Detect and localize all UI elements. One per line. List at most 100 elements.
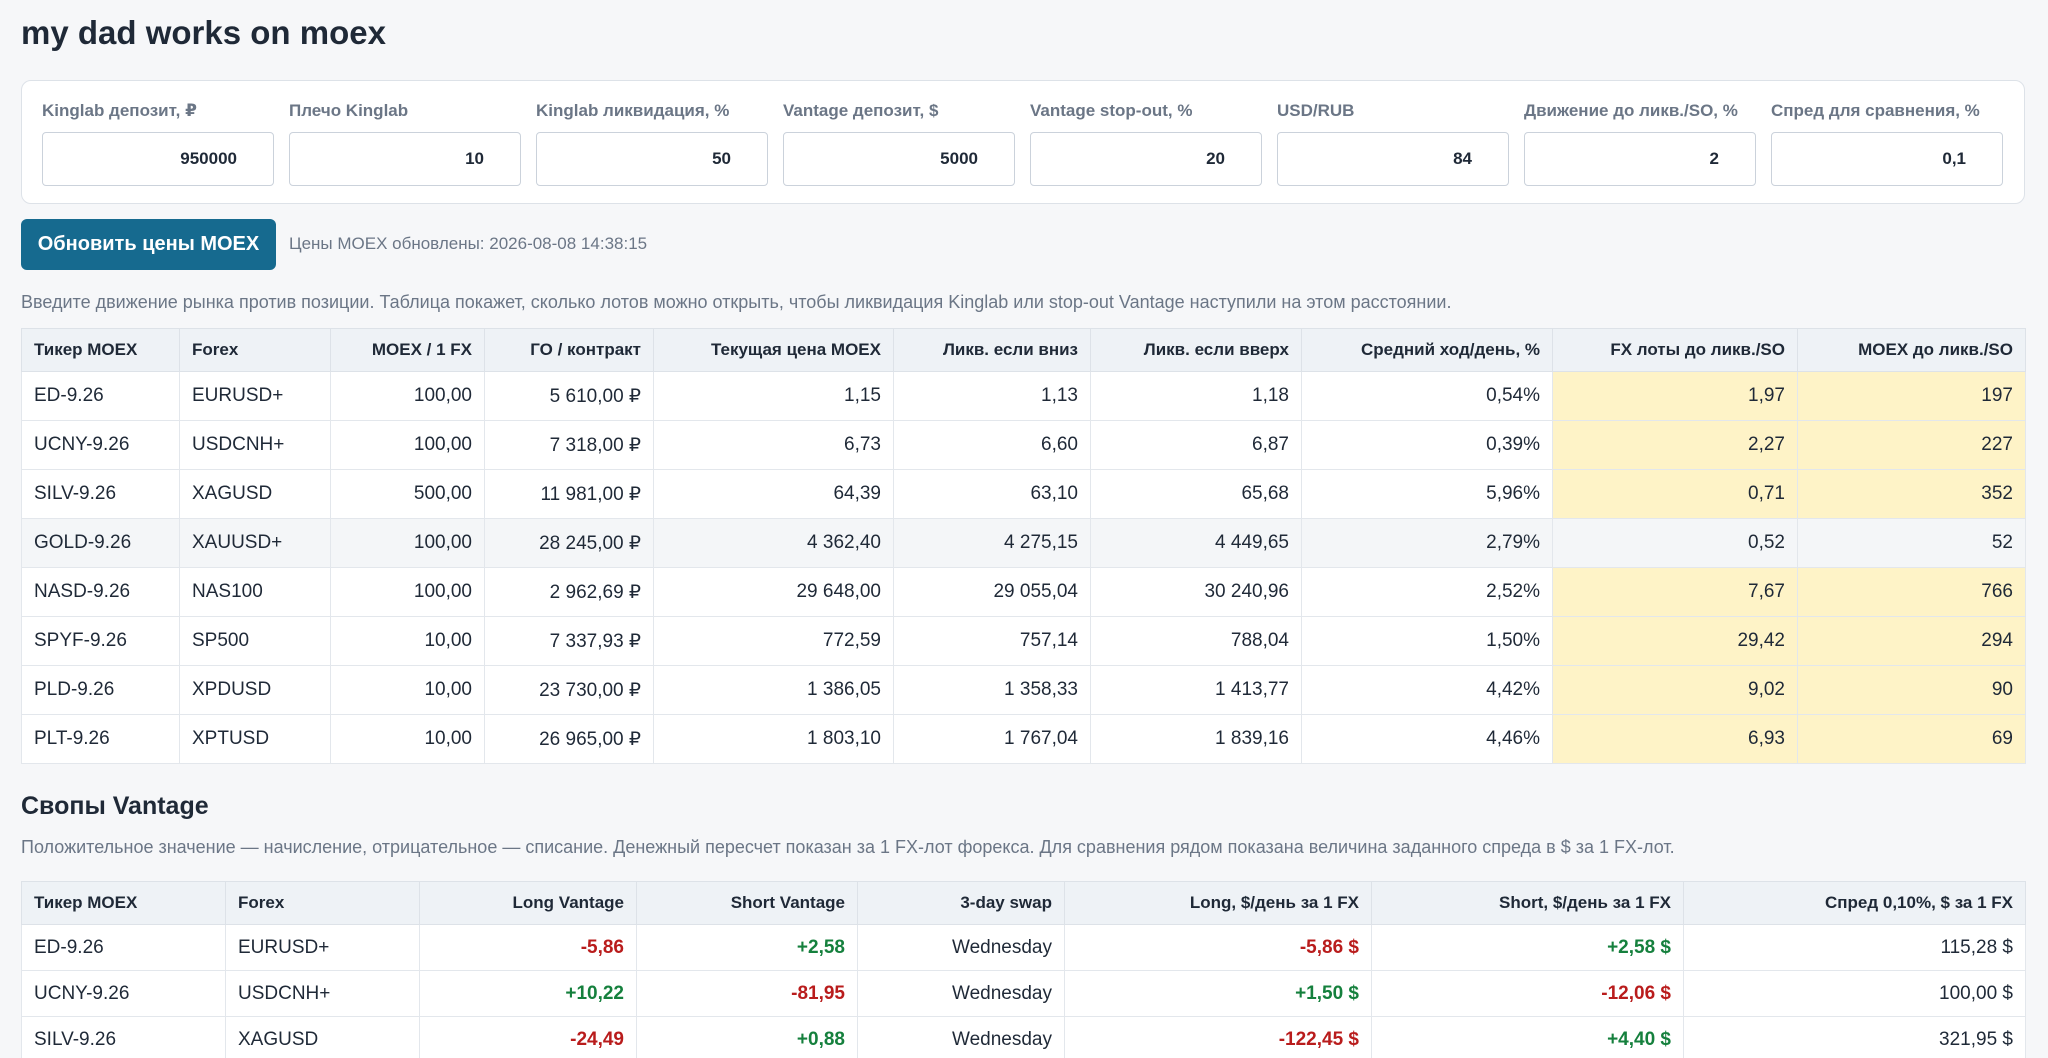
table-cell: XPTUSD [179,714,331,764]
table-description: Введите движение рынка против позиции. Т… [21,292,1452,312]
table-cell: 28 245,00 ₽ [484,518,654,568]
table-cell: 2,79% [1301,518,1553,568]
table-row: ED-9.26 EURUSD+ 100,00 5 610,00 ₽1,15 1,13 1,… [21,371,2026,421]
table-cell: 766 [1797,567,2026,617]
col-header: Спред 0,10%, $ за 1 FX [1683,881,2026,925]
table-cell: 7 337,93 ₽ [484,616,654,666]
refresh-moex-prices-button[interactable]: Обновить цены MOEX [21,219,276,270]
table-cell: 7,67 [1552,567,1798,617]
table-cell: XAUUSD+ [179,518,331,568]
table-cell: 500,00 [330,469,485,519]
table-cell: Wednesday [857,924,1065,971]
table-cell: 227 [1797,420,2026,470]
parameters-panel: Kinglab депозит, ₽ Плечо Kinglab Kinglab… [21,80,2025,204]
table-cell: EURUSD+ [179,371,331,421]
table-row: SILV-9.26 XAGUSD -24,49 +0,88 Wednesday -122,… [21,1016,2026,1058]
param-spread: Спред для сравнения, % [1771,101,2003,186]
table-cell: XAGUSD [225,1016,420,1058]
table-cell: 0,52 [1552,518,1798,568]
table-cell: +2,58 $ [1371,924,1684,971]
swaps-description: Положительное значение — начисление, отр… [21,837,1675,857]
table-cell: 29 648,00 [653,567,894,617]
table-cell: 2,52% [1301,567,1553,617]
table-row: PLD-9.26 XPDUSD 10,00 23 730,00 ₽1 386,05 1 … [21,665,2026,715]
usdrub-input[interactable] [1277,132,1509,186]
table-cell: 23 730,00 ₽ [484,665,654,715]
table-cell: -12,06 $ [1371,970,1684,1017]
table-cell: 65,68 [1090,469,1302,519]
table-cell: XAGUSD [179,469,331,519]
col-header: Long, $/день за 1 FX [1064,881,1372,925]
table-cell: 63,10 [893,469,1091,519]
col-header: 3-day swap [857,881,1065,925]
col-header: Forex [179,328,331,372]
table-cell: PLT-9.26 [21,714,180,764]
table-cell: +10,22 [419,970,637,1017]
move-to-liquidation-input[interactable] [1524,132,1756,186]
table-cell: 0,39% [1301,420,1553,470]
param-label: Kinglab депозит, ₽ [42,101,197,120]
table-cell: 5,96% [1301,469,1553,519]
table-cell: 64,39 [653,469,894,519]
param-label: Плечо Kinglab [289,101,409,120]
page-title: my dad works on moex [21,14,386,51]
table-cell: 321,95 $ [1683,1016,2026,1058]
table-cell: 1,18 [1090,371,1302,421]
table-cell: 294 [1797,616,2026,666]
table-cell: Wednesday [857,970,1065,1017]
table-cell: 2,27 [1552,420,1798,470]
param-kinglab-deposit: Kinglab депозит, ₽ [42,101,274,186]
col-header: Short Vantage [636,881,858,925]
table-cell: 11 981,00 ₽ [484,469,654,519]
table-cell: SILV-9.26 [21,469,180,519]
col-header: Long Vantage [419,881,637,925]
spread-input[interactable] [1771,132,2003,186]
table-cell: 52 [1797,518,2026,568]
table-cell: +0,88 [636,1016,858,1058]
table-cell: SPYF-9.26 [21,616,180,666]
table-cell: 788,04 [1090,616,1302,666]
param-label: Vantage stop-out, % [1030,101,1193,120]
col-header: FX лоты до ликв./SO [1552,328,1798,372]
table-cell: 4,42% [1301,665,1553,715]
table-row: UCNY-9.26 USDCNH+ +10,22 -81,95 Wednesday +1,… [21,970,2026,1017]
param-vantage-stopout: Vantage stop-out, % [1030,101,1262,186]
vantage-stopout-input[interactable] [1030,132,1262,186]
table-cell: 26 965,00 ₽ [484,714,654,764]
table-cell: 90 [1797,665,2026,715]
param-label: Vantage депозит, $ [783,101,939,120]
table-cell: 6,60 [893,420,1091,470]
table-cell: NASD-9.26 [21,567,180,617]
col-header: MOEX / 1 FX [330,328,485,372]
vantage-deposit-input[interactable] [783,132,1015,186]
table-cell: +4,40 $ [1371,1016,1684,1058]
table-cell: 29,42 [1552,616,1798,666]
col-header: Ликв. если вверх [1090,328,1302,372]
table-cell: -5,86 [419,924,637,971]
table-cell: 69 [1797,714,2026,764]
table-cell: +2,58 [636,924,858,971]
table-cell: 100,00 [330,567,485,617]
kinglab-leverage-input[interactable] [289,132,521,186]
table-cell: 100,00 $ [1683,970,2026,1017]
col-header: MOEX до ликв./SO [1797,328,2026,372]
table-cell: USDCNH+ [225,970,420,1017]
table-cell: 5 610,00 ₽ [484,371,654,421]
table-cell: 197 [1797,371,2026,421]
table-cell: SILV-9.26 [21,1016,226,1058]
kinglab-liquidation-input[interactable] [536,132,768,186]
table-cell: -81,95 [636,970,858,1017]
param-label: Kinglab ликвидация, % [536,101,730,120]
swaps-section-title: Свопы Vantage [21,792,209,820]
table-cell: 1,97 [1552,371,1798,421]
table-cell: -122,45 $ [1064,1016,1372,1058]
table-cell: 1 839,16 [1090,714,1302,764]
table-header-row: Тикер MOEX Forex Long Vantage Short Vant… [21,881,2026,925]
table-cell: 115,28 $ [1683,924,2026,971]
table-cell: 29 055,04 [893,567,1091,617]
table-cell: PLD-9.26 [21,665,180,715]
table-cell: +1,50 $ [1064,970,1372,1017]
table-cell: -24,49 [419,1016,637,1058]
kinglab-deposit-input[interactable] [42,132,274,186]
table-cell: 1 803,10 [653,714,894,764]
